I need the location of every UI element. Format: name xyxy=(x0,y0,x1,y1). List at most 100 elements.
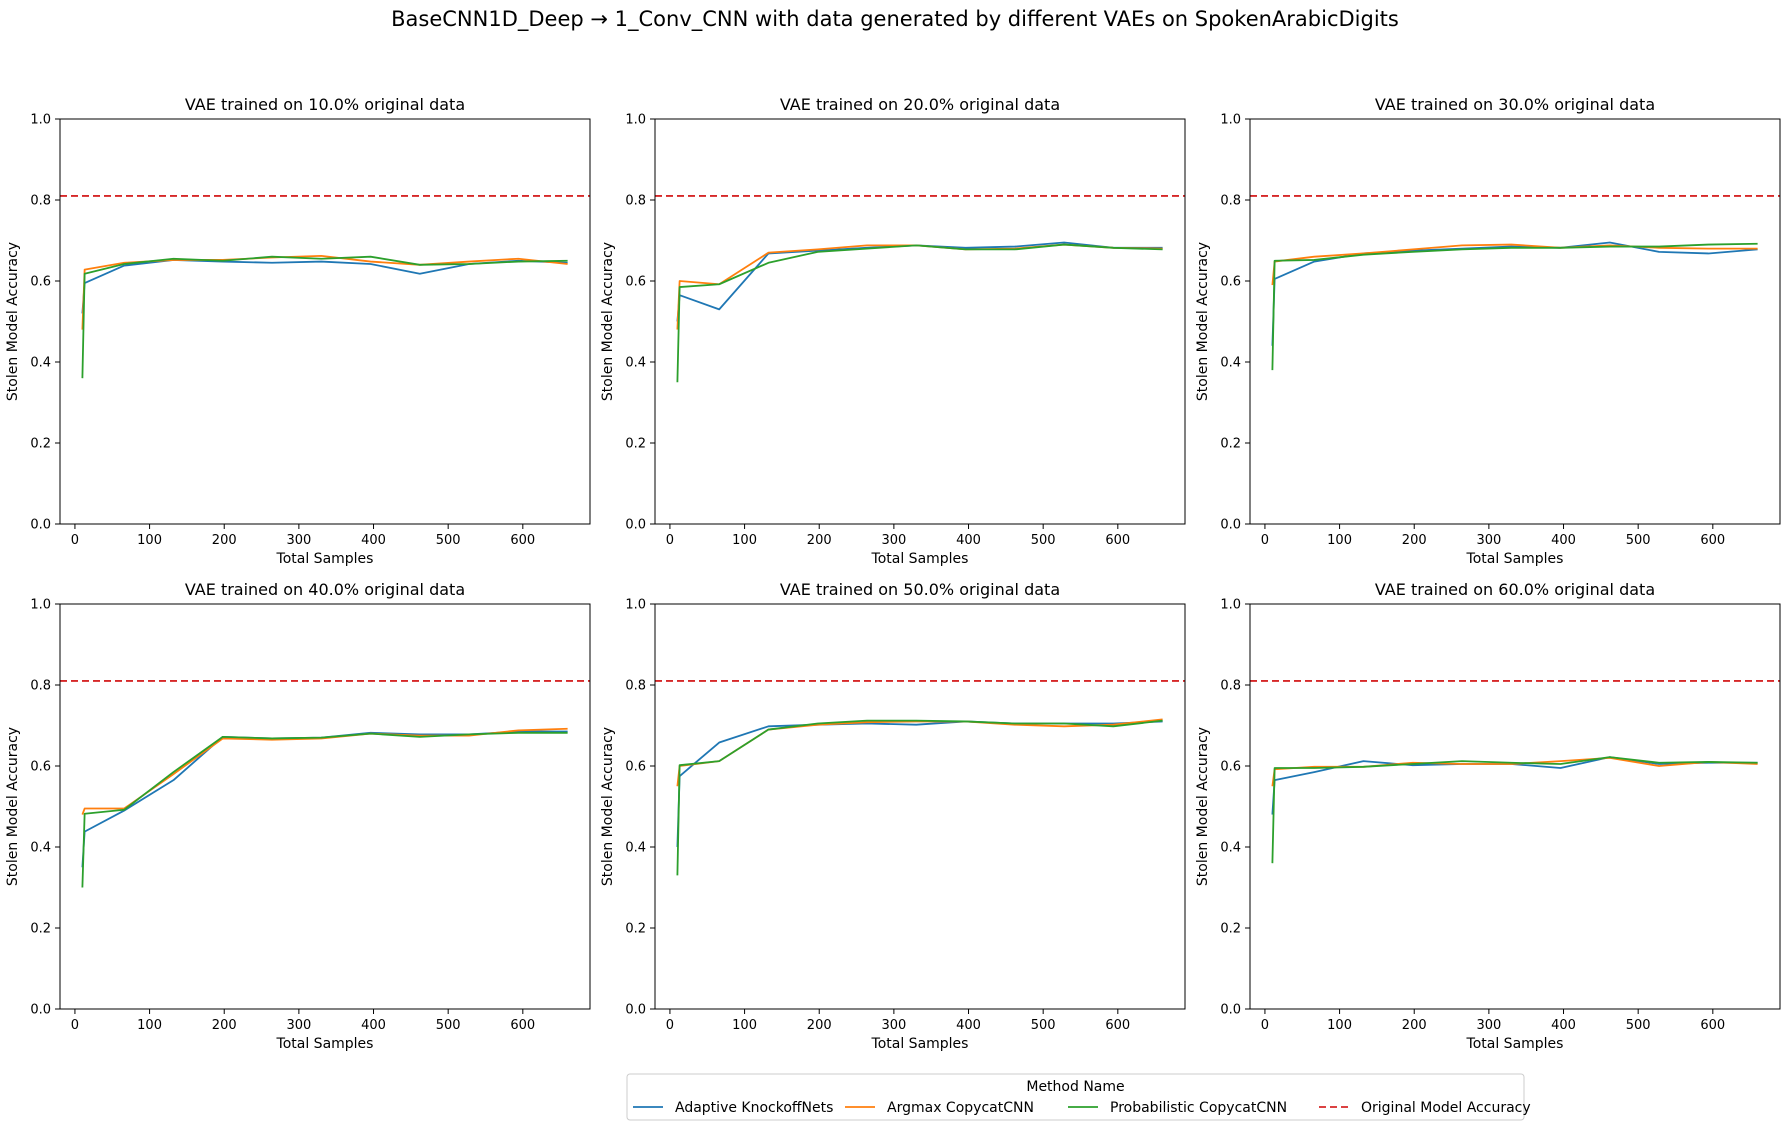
x-tick-label: 400 xyxy=(1551,1018,1576,1033)
series-line-argmax-copycatcnn xyxy=(81,727,568,815)
y-tick-label: 0.4 xyxy=(30,356,51,371)
series-line-argmax-copycatcnn xyxy=(676,243,1163,330)
y-tick-label: 0.6 xyxy=(625,760,646,775)
figure-suptitle: BaseCNN1D_Deep → 1_Conv_CNN with data ge… xyxy=(391,7,1399,32)
series-line-adaptive-knockoffnets xyxy=(1271,241,1758,346)
x-tick-label: 300 xyxy=(1476,1018,1501,1033)
legend-frame xyxy=(626,1073,1525,1121)
x-tick-label: 0 xyxy=(666,1018,674,1033)
x-tick-label: 400 xyxy=(361,533,386,548)
legend: Method Name Adaptive KnockoffNets Argmax C… xyxy=(626,1073,1531,1121)
y-tick-label: 0.0 xyxy=(625,1003,646,1018)
axes-frame xyxy=(59,603,591,1010)
x-tick-label: 200 xyxy=(212,533,237,548)
x-axis-label: Total Samples xyxy=(1466,1036,1564,1052)
series-line-adaptive-knockoffnets xyxy=(676,241,1163,322)
y-tick-label: 0.4 xyxy=(625,356,646,371)
series-line-adaptive-knockoffnets xyxy=(1271,756,1758,815)
legend-label: Probabilistic CopycatCNN xyxy=(1110,1100,1287,1116)
y-tick-label: 0.2 xyxy=(1220,922,1241,937)
subplot-6: VAE trained on 60.0% original data 0 100 20… xyxy=(1195,580,1781,1052)
legend-label: Original Model Accuracy xyxy=(1361,1100,1531,1116)
x-tick-label: 0 xyxy=(71,1018,79,1033)
series-line-argmax-copycatcnn xyxy=(676,718,1163,787)
subplot-3: VAE trained on 30.0% original data 0 100 20… xyxy=(1195,95,1781,567)
x-tick-label: 0 xyxy=(1261,1018,1269,1033)
x-tick-label: 600 xyxy=(1700,1018,1725,1033)
subplot-title: VAE trained on 60.0% original data xyxy=(1375,580,1655,599)
x-tick-label: 600 xyxy=(1700,533,1725,548)
series-line-probabilistic-copycatcnn xyxy=(1271,242,1758,371)
y-tick-label: 0.4 xyxy=(1220,356,1241,371)
series-line-adaptive-knockoffnets xyxy=(81,730,568,868)
x-tick-label: 100 xyxy=(137,533,162,548)
axes-frame xyxy=(1249,118,1781,525)
x-tick-label: 500 xyxy=(1626,533,1651,548)
x-tick-label: 100 xyxy=(1327,533,1352,548)
x-tick-label: 600 xyxy=(1105,1018,1130,1033)
series-line-probabilistic-copycatcnn xyxy=(81,255,568,379)
x-tick-label: 100 xyxy=(732,1018,757,1033)
x-axis-label: Total Samples xyxy=(1466,551,1564,567)
y-tick-label: 0.4 xyxy=(1220,841,1241,856)
y-axis-label: Stolen Model Accuracy xyxy=(1195,727,1211,886)
x-tick-label: 300 xyxy=(881,1018,906,1033)
y-tick-label: 1.0 xyxy=(1220,113,1241,128)
y-tick-label: 0.2 xyxy=(1220,437,1241,452)
y-tick-label: 0.6 xyxy=(30,275,51,290)
x-tick-label: 0 xyxy=(71,533,79,548)
x-tick-label: 0 xyxy=(666,533,674,548)
legend-label: Argmax CopycatCNN xyxy=(887,1100,1034,1116)
y-axis-label: Stolen Model Accuracy xyxy=(5,242,21,401)
y-tick-label: 0.4 xyxy=(30,841,51,856)
x-tick-label: 600 xyxy=(510,1018,535,1033)
series-line-probabilistic-copycatcnn xyxy=(81,731,568,888)
y-tick-label: 0.0 xyxy=(1220,1003,1241,1018)
subplot-grid: VAE trained on 10.0% original data 0 100 20… xyxy=(5,95,1781,1052)
x-tick-label: 500 xyxy=(436,533,461,548)
y-tick-label: 1.0 xyxy=(625,598,646,613)
x-tick-label: 200 xyxy=(212,1018,237,1033)
y-tick-label: 0.0 xyxy=(625,518,646,533)
x-tick-label: 100 xyxy=(732,533,757,548)
x-tick-label: 200 xyxy=(1402,1018,1427,1033)
y-tick-label: 0.0 xyxy=(1220,518,1241,533)
x-tick-label: 0 xyxy=(1261,533,1269,548)
subplot-5: VAE trained on 50.0% original data 0 100 20… xyxy=(600,580,1186,1052)
y-tick-label: 0.2 xyxy=(625,922,646,937)
y-tick-label: 0.6 xyxy=(1220,275,1241,290)
y-tick-label: 1.0 xyxy=(625,113,646,128)
x-tick-label: 400 xyxy=(361,1018,386,1033)
y-tick-label: 1.0 xyxy=(1220,598,1241,613)
series-line-probabilistic-copycatcnn xyxy=(676,719,1163,876)
y-tick-label: 0.2 xyxy=(30,922,51,937)
x-tick-label: 100 xyxy=(1327,1018,1352,1033)
y-tick-label: 0.4 xyxy=(625,841,646,856)
x-tick-label: 400 xyxy=(956,533,981,548)
y-tick-label: 0.8 xyxy=(1220,194,1241,209)
series-line-probabilistic-copycatcnn xyxy=(1271,756,1758,864)
subplot-1: VAE trained on 10.0% original data 0 100 20… xyxy=(5,95,591,567)
y-tick-label: 0.6 xyxy=(30,760,51,775)
x-tick-label: 500 xyxy=(1031,533,1056,548)
y-tick-label: 0.8 xyxy=(30,679,51,694)
subplot-4: VAE trained on 40.0% original data 0 100 20… xyxy=(5,580,591,1052)
x-tick-label: 300 xyxy=(1476,533,1501,548)
x-axis-label: Total Samples xyxy=(276,551,374,567)
series-line-argmax-copycatcnn xyxy=(1271,243,1758,286)
legend-label: Adaptive KnockoffNets xyxy=(675,1100,833,1116)
x-tick-label: 300 xyxy=(286,533,311,548)
y-tick-label: 1.0 xyxy=(30,113,51,128)
subplot-title: VAE trained on 30.0% original data xyxy=(1375,95,1655,114)
subplot-title: VAE trained on 50.0% original data xyxy=(780,580,1060,599)
y-tick-label: 0.2 xyxy=(625,437,646,452)
x-tick-label: 200 xyxy=(807,533,832,548)
x-tick-label: 100 xyxy=(137,1018,162,1033)
x-tick-label: 400 xyxy=(1551,533,1576,548)
axes-frame xyxy=(1249,603,1781,1010)
y-tick-label: 0.8 xyxy=(625,679,646,694)
subplot-title: VAE trained on 10.0% original data xyxy=(185,95,465,114)
axes-frame xyxy=(59,118,591,525)
y-axis-label: Stolen Model Accuracy xyxy=(1195,242,1211,401)
